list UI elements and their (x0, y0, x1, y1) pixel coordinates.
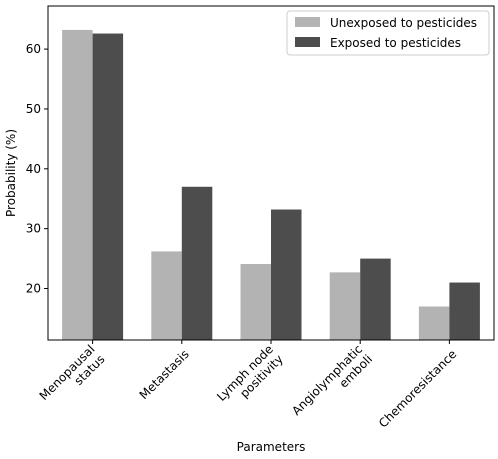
legend: Unexposed to pesticides Exposed to pesti… (286, 10, 490, 56)
plot-frame (47, 5, 495, 341)
bar-exposed-1 (181, 186, 213, 340)
legend-swatch-exposed (295, 37, 320, 47)
y-tick-label: 20 (26, 282, 41, 296)
legend-swatch-unexposed (295, 17, 320, 27)
x-tick-label: Metastasis (137, 347, 192, 402)
bar-unexposed-2 (240, 263, 271, 340)
y-tick-label: 40 (26, 162, 41, 176)
bars-layer (62, 29, 480, 340)
bar-unexposed-3 (329, 272, 361, 340)
x-axis-label: Parameters (237, 440, 306, 454)
y-axis-label: Probability (%) (4, 129, 18, 217)
y-axis: 20 30 40 50 60 (26, 42, 48, 296)
y-tick-label: 50 (26, 102, 41, 116)
y-tick-label: 60 (26, 42, 41, 56)
x-tick-label: Angiolymphaticemboli (289, 342, 375, 428)
x-axis: Menopausalstatus Metastasis Lymph nodeposi… (37, 340, 459, 430)
bar-unexposed-1 (151, 251, 182, 340)
legend-label-exposed: Exposed to pesticides (330, 36, 461, 50)
bar-unexposed-0 (62, 29, 93, 340)
x-tick-label: Lymph nodepositivity (214, 342, 286, 414)
bar-exposed-0 (92, 33, 124, 340)
legend-box (286, 10, 490, 56)
bar-exposed-4 (449, 282, 480, 340)
x-tick-label: Menopausalstatus (37, 342, 108, 413)
y-tick-label: 30 (26, 222, 41, 236)
bar-exposed-3 (360, 258, 391, 340)
x-tick-label: Chemoresistance (376, 347, 459, 430)
bar-unexposed-4 (418, 306, 450, 340)
legend-label-unexposed: Unexposed to pesticides (330, 16, 477, 30)
bar-exposed-2 (271, 209, 302, 340)
